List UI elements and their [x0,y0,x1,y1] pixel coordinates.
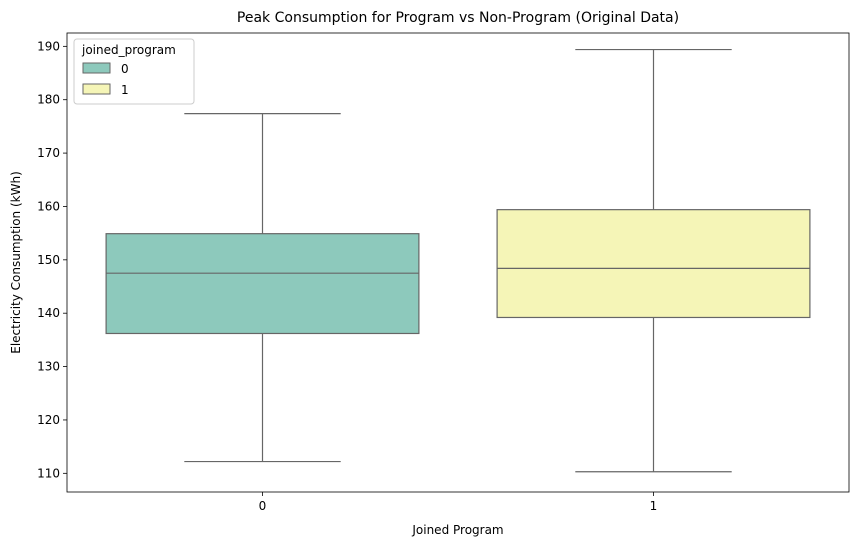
chart-title: Peak Consumption for Program vs Non-Prog… [237,10,679,26]
x-tick-label: 1 [650,499,658,513]
box-iqr [105,233,420,335]
legend-swatch [82,62,111,74]
x-axis-label: Joined Program [411,523,503,537]
y-tick-label: 120 [37,413,60,427]
box-iqr [496,209,811,319]
y-tick-label: 160 [37,199,60,213]
y-tick-label: 180 [37,93,60,107]
legend-entry-label: 0 [121,62,129,76]
y-axis: 110 120 130 140 150 160 170 180 190 [37,39,67,480]
y-axis-label: Electricity Consumption (kWh) [9,171,23,354]
box-group-0 [105,112,420,463]
legend-title: joined_program [81,43,176,57]
y-tick-label: 150 [37,253,60,267]
y-tick-label: 110 [37,466,60,480]
y-tick-label: 140 [37,306,60,320]
y-tick-label: 130 [37,360,60,374]
boxes-layer [105,48,811,473]
y-tick-label: 170 [37,146,60,160]
legend-swatch [82,83,111,95]
x-tick-label: 0 [259,499,267,513]
plot-frame [66,32,850,493]
box-group-1 [496,48,811,473]
legend-entry-label: 1 [121,83,129,97]
legend: joined_program 0 1 [73,38,195,105]
y-tick-label: 190 [37,39,60,53]
